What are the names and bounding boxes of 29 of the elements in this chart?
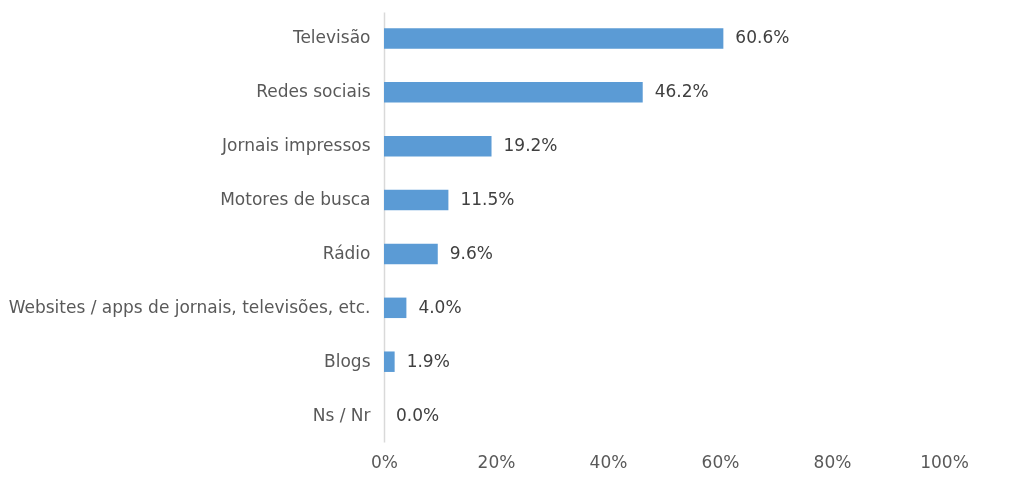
y-tick-label: Rádio (322, 242, 371, 263)
y-tick-label: Redes sociais (256, 81, 371, 102)
x-tick-label: 80% (813, 451, 852, 472)
y-tick-label: Blogs (324, 350, 371, 371)
y-tick-label: Jornais impressos (221, 135, 371, 156)
x-tick-label: 60% (701, 451, 740, 472)
data-label: 1.9% (406, 350, 450, 371)
data-label: 11.5% (460, 189, 515, 210)
y-tick-label: Televisão (291, 27, 371, 48)
data-label: 60.6% (735, 27, 790, 48)
data-label: 9.6% (449, 242, 493, 263)
bar (384, 297, 407, 319)
bar (384, 189, 449, 211)
y-tick-label: Motores de busca (220, 189, 371, 210)
x-tick-label: 0% (371, 451, 398, 472)
x-tick-label: 40% (589, 451, 628, 472)
data-label: 19.2% (503, 135, 558, 156)
bar (384, 28, 724, 49)
data-label: 46.2% (654, 81, 709, 102)
bar (384, 351, 395, 372)
bar (384, 243, 438, 265)
data-label: 0.0% (396, 404, 440, 425)
x-tick-label: 20% (477, 451, 516, 472)
x-tick-label: 100% (920, 451, 969, 472)
y-tick-label: Websites / apps de jornais, televisões, etc. (8, 296, 371, 317)
bar (384, 135, 492, 157)
y-tick-label: Ns / Nr (312, 404, 371, 425)
bar (384, 82, 643, 103)
data-label: 4.0% (418, 296, 462, 317)
